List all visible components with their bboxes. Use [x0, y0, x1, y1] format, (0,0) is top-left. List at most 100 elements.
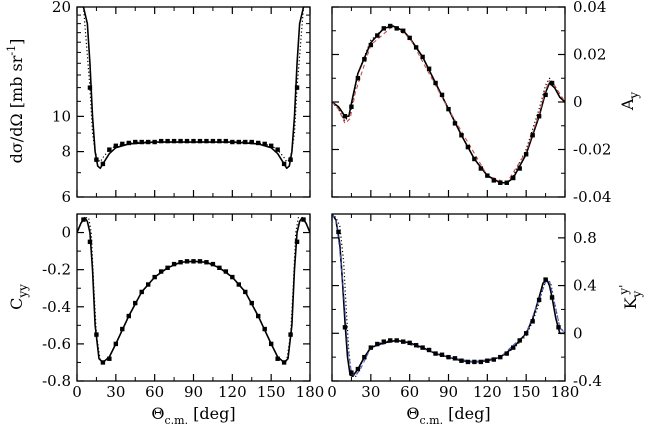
- x-tick-label: 30: [361, 383, 380, 401]
- data-point: [394, 338, 399, 343]
- data-point: [375, 33, 380, 38]
- data-point: [511, 345, 516, 350]
- data-point: [426, 347, 432, 353]
- data-point: [165, 265, 170, 271]
- data-point: [94, 157, 99, 162]
- series-2-dashed: [332, 25, 565, 184]
- data-point: [171, 261, 177, 267]
- data-point: [355, 366, 361, 372]
- y-axis-label: Ay: [618, 92, 641, 112]
- data-point: [536, 297, 542, 303]
- series-2-squares: [81, 217, 306, 365]
- data-point: [230, 139, 235, 145]
- data-point: [113, 341, 119, 347]
- data-point: [362, 354, 367, 360]
- data-point: [262, 141, 267, 147]
- x-tick-label: 90: [184, 383, 203, 401]
- data-point: [523, 331, 529, 336]
- y-tick-label: 0.8: [573, 229, 597, 247]
- data-point: [100, 360, 106, 365]
- x-tick-label: 0: [72, 383, 82, 401]
- x-tick-label: 0: [327, 383, 337, 401]
- x-tick-label: 180: [551, 383, 580, 401]
- data-point: [342, 325, 348, 330]
- series-3-squares: [342, 23, 555, 185]
- series-line: [332, 214, 565, 378]
- data-point: [549, 295, 555, 300]
- data-point: [236, 282, 242, 287]
- data-point: [517, 166, 522, 171]
- data-point: [133, 139, 138, 145]
- y-tick-label: 0: [573, 93, 583, 111]
- y-tick-label: -0.4: [573, 372, 602, 390]
- x-tick-label: 60: [400, 383, 419, 401]
- series-line: [77, 217, 310, 364]
- data-point: [249, 300, 254, 306]
- data-point: [485, 173, 490, 178]
- data-point: [133, 300, 138, 306]
- data-point: [81, 217, 86, 222]
- data-point: [288, 157, 293, 162]
- data-point: [171, 138, 177, 144]
- data-point: [262, 326, 267, 332]
- data-point: [549, 80, 555, 86]
- data-point: [381, 339, 386, 344]
- data-point: [158, 138, 164, 144]
- x-tick-label: 30: [106, 383, 125, 401]
- data-point: [120, 326, 125, 332]
- y-tick-label: -0.2: [42, 261, 71, 279]
- plot-frame: [76, 6, 311, 198]
- data-point: [294, 239, 300, 245]
- data-point: [87, 239, 93, 245]
- panel-top-right: -0.04 -0.02 0 0.02 0.04 Ay: [331, 0, 641, 206]
- data-point: [275, 356, 280, 361]
- data-point: [349, 370, 354, 375]
- data-point: [413, 343, 419, 348]
- y-axis-label: Kyy': [617, 285, 644, 310]
- data-point: [465, 359, 471, 365]
- data-point: [536, 114, 542, 119]
- data-point: [230, 274, 235, 280]
- x-tick-label: 60: [145, 383, 164, 401]
- data-point: [388, 338, 393, 343]
- data-point: [543, 92, 548, 98]
- data-point: [413, 45, 419, 50]
- series-line: [332, 25, 565, 184]
- data-point: [113, 143, 119, 148]
- data-point: [407, 340, 412, 346]
- data-point: [204, 138, 209, 144]
- data-point: [126, 313, 131, 319]
- data-point: [145, 139, 151, 145]
- data-point: [459, 133, 464, 138]
- data-point: [249, 139, 254, 145]
- data-point: [191, 138, 196, 144]
- x-tick-label: 120: [473, 383, 502, 401]
- data-point: [459, 358, 464, 363]
- data-point: [498, 180, 503, 185]
- data-point: [381, 26, 386, 31]
- data-point: [178, 138, 183, 144]
- data-point: [145, 282, 151, 287]
- data-point: [107, 356, 112, 361]
- y-tick-label: 0: [573, 324, 583, 342]
- data-point: [439, 352, 445, 357]
- y-tick-label: 10: [52, 107, 71, 125]
- data-point: [342, 114, 348, 119]
- data-point: [420, 54, 425, 60]
- data-point: [400, 28, 406, 33]
- data-point: [433, 351, 438, 356]
- series-0-solid: [332, 25, 565, 184]
- x-tick-label: 150: [512, 383, 541, 401]
- data-point: [355, 76, 361, 81]
- y-tick-label: 6: [61, 188, 71, 206]
- data-point: [504, 180, 509, 185]
- data-point: [420, 345, 425, 350]
- data-point: [158, 269, 164, 274]
- data-point: [407, 35, 412, 41]
- data-point: [530, 319, 535, 324]
- x-tick-label: 120: [218, 383, 247, 401]
- series-1-dotted: [82, 7, 305, 163]
- data-point: [301, 217, 306, 222]
- data-point: [243, 289, 248, 295]
